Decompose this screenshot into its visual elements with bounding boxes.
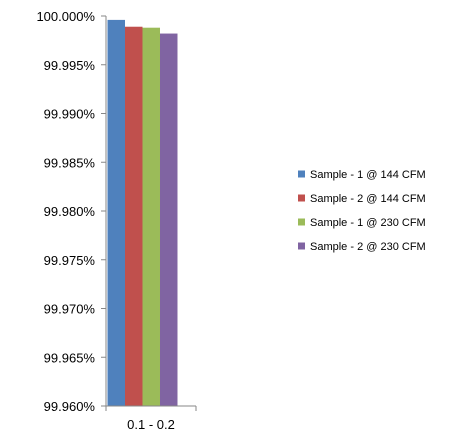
- legend-swatch-1: [298, 170, 305, 178]
- legend-label-3: Sample - 1 @ 230 CFM: [310, 217, 426, 229]
- y-axis-ticks: 100.000% 99.995% 99.990% 99.985% 99.980% 99.9…: [36, 9, 106, 414]
- bars: [107, 19, 178, 407]
- legend-swatch-3: [298, 218, 305, 226]
- legend: Sample - 1 @ 144 CFM Sample - 2 @ 144 CFM…: [298, 169, 426, 253]
- bar-series-1: [107, 19, 125, 407]
- y-tick-label: 99.975%: [44, 253, 96, 268]
- bar-series-4: [160, 33, 178, 407]
- bar-series-3: [142, 27, 160, 406]
- legend-label-4: Sample - 2 @ 230 CFM: [310, 241, 426, 253]
- legend-swatch-4: [298, 242, 305, 250]
- y-tick-label: 99.990%: [44, 107, 96, 122]
- y-tick-label: 99.980%: [44, 204, 96, 219]
- y-tick-label: 99.965%: [44, 350, 96, 365]
- bar-series-2: [125, 26, 143, 406]
- x-category-label: 0.1 - 0.2: [127, 417, 175, 432]
- y-tick-label: 99.985%: [44, 155, 96, 170]
- x-axis-ticks: 0.1 - 0.2: [105, 406, 197, 432]
- legend-label-2: Sample - 2 @ 144 CFM: [310, 193, 426, 205]
- y-tick-label: 100.000%: [36, 9, 95, 24]
- legend-label-1: Sample - 1 @ 144 CFM: [310, 169, 426, 181]
- y-tick-label: 99.970%: [44, 302, 96, 317]
- legend-swatch-2: [298, 194, 305, 202]
- y-tick-label: 99.960%: [44, 399, 96, 414]
- y-tick-label: 99.995%: [44, 58, 96, 73]
